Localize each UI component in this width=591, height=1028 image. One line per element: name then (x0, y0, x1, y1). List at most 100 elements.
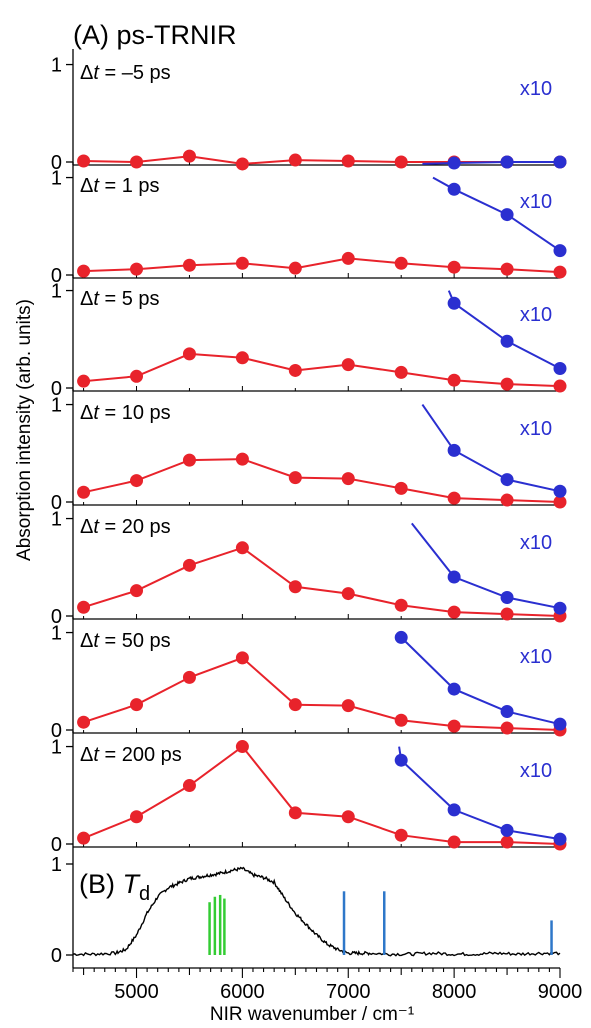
panel-b-sub: d (139, 883, 150, 905)
x-tick-label: 6000 (220, 981, 265, 1003)
panel-label: Δt = 200 ps (80, 744, 182, 766)
series-red-point (394, 365, 408, 379)
panel-2: 1 0 Δt = 1 ps x10 (51, 162, 567, 287)
panel-b-prefix: (B) (79, 869, 123, 899)
x-tick-label: 8000 (432, 981, 477, 1003)
series-blue-point (553, 832, 567, 846)
series-red-point (288, 261, 302, 275)
scale-label: x10 (520, 304, 552, 326)
series-red-point (77, 485, 91, 499)
panel-label-delta: Δ (80, 744, 93, 766)
y-tick-label-0: 0 (51, 265, 62, 287)
series-red-point (341, 810, 355, 824)
series-red-point (235, 351, 249, 365)
series-red-point (77, 715, 91, 729)
series-red-point (394, 828, 408, 842)
series-red-point (500, 377, 514, 391)
series-blue-point (553, 601, 567, 615)
series-red-point (288, 806, 302, 820)
panel-5: 1 0 Δt = 20 ps x10 (51, 503, 567, 628)
panel-label: Δt = 1 ps (80, 175, 160, 197)
series-red-point (500, 607, 514, 621)
series-red-point (447, 491, 461, 505)
y-tick-label-1: 1 (51, 395, 62, 417)
panel-label-time: = 200 ps (99, 744, 182, 766)
series-blue-line (447, 290, 561, 370)
series-red-point (182, 779, 196, 793)
series-blue-point (447, 682, 461, 696)
chart-title: (A) ps-TRNIR (73, 20, 237, 50)
series-red-point (235, 157, 249, 171)
series-red-point (235, 452, 249, 466)
series-red-point (77, 600, 91, 614)
series-red-point (447, 373, 461, 387)
y-tick-label-1: 1 (51, 737, 62, 759)
series-red-point (341, 699, 355, 713)
series-red-point (500, 262, 514, 276)
series-blue-point (553, 244, 567, 258)
series-red-point (77, 154, 91, 168)
series-red-point (447, 835, 461, 849)
y-tick-label-0: 0 (51, 834, 62, 856)
series-red-point (341, 154, 355, 168)
scale-label: x10 (520, 418, 552, 440)
series-blue-line (400, 636, 561, 726)
panel-label-time: = 50 ps (99, 630, 171, 652)
series-blue-point (447, 570, 461, 584)
series-red-point (341, 251, 355, 265)
series-red-point (341, 358, 355, 372)
panel-label-time: = 5 ps (99, 288, 160, 310)
panel-label-delta: Δ (80, 630, 93, 652)
series-red-point (130, 155, 144, 169)
x-tick-label: 7000 (326, 981, 371, 1003)
y-tick-label-0: 0 (51, 720, 62, 742)
series-red-point (288, 363, 302, 377)
panel-label-delta: Δ (80, 62, 93, 84)
y-tick-label-0: 0 (51, 492, 62, 514)
series-red-point (500, 835, 514, 849)
panel-label-t: t (93, 288, 100, 310)
series-blue-point (500, 334, 514, 348)
series-red-line (83, 257, 561, 274)
series-blue-point (447, 296, 461, 310)
series-red-point (394, 481, 408, 495)
y-tick-label-1: 1 (51, 623, 62, 645)
series-red-line (83, 546, 561, 617)
series-blue-point (553, 155, 567, 169)
series-red-point (500, 493, 514, 507)
y-tick-label-1: 1 (51, 854, 62, 876)
series-blue-point (500, 208, 514, 222)
series-red-point (77, 831, 91, 845)
panel-label-t: t (93, 744, 100, 766)
series-red-point (182, 149, 196, 163)
series-red-line (83, 745, 561, 845)
series-red-point (394, 713, 408, 727)
scale-label: x10 (520, 760, 552, 782)
y-tick-label-1: 1 (51, 168, 62, 190)
panel-label-delta: Δ (80, 402, 93, 424)
series-blue-point (553, 362, 567, 376)
series-red-point (130, 369, 144, 383)
scale-label: x10 (520, 78, 552, 100)
panel-label-time: = 10 ps (99, 402, 171, 424)
series-blue-line (421, 404, 561, 493)
series-red-line (83, 352, 561, 388)
scale-label: x10 (520, 646, 552, 668)
series-blue-point (500, 823, 514, 837)
series-blue-point (447, 156, 461, 170)
y-tick-label-0: 0 (51, 606, 62, 628)
panel-label: Δt = –5 ps (80, 62, 171, 84)
series-blue-point (553, 484, 567, 498)
series-red-point (182, 558, 196, 572)
panel-label-time: = 1 ps (99, 175, 160, 197)
series-blue-line (432, 176, 561, 252)
series-red-point (553, 265, 567, 279)
panel-label-t: t (93, 62, 100, 84)
series-blue-line (411, 522, 561, 610)
panel-1: 1 0 Δt = –5 ps x10 (51, 49, 567, 174)
series-red-point (130, 584, 144, 598)
panel-label-delta: Δ (80, 516, 93, 538)
scale-label: x10 (520, 532, 552, 554)
x-tick-label: 9000 (538, 981, 583, 1003)
